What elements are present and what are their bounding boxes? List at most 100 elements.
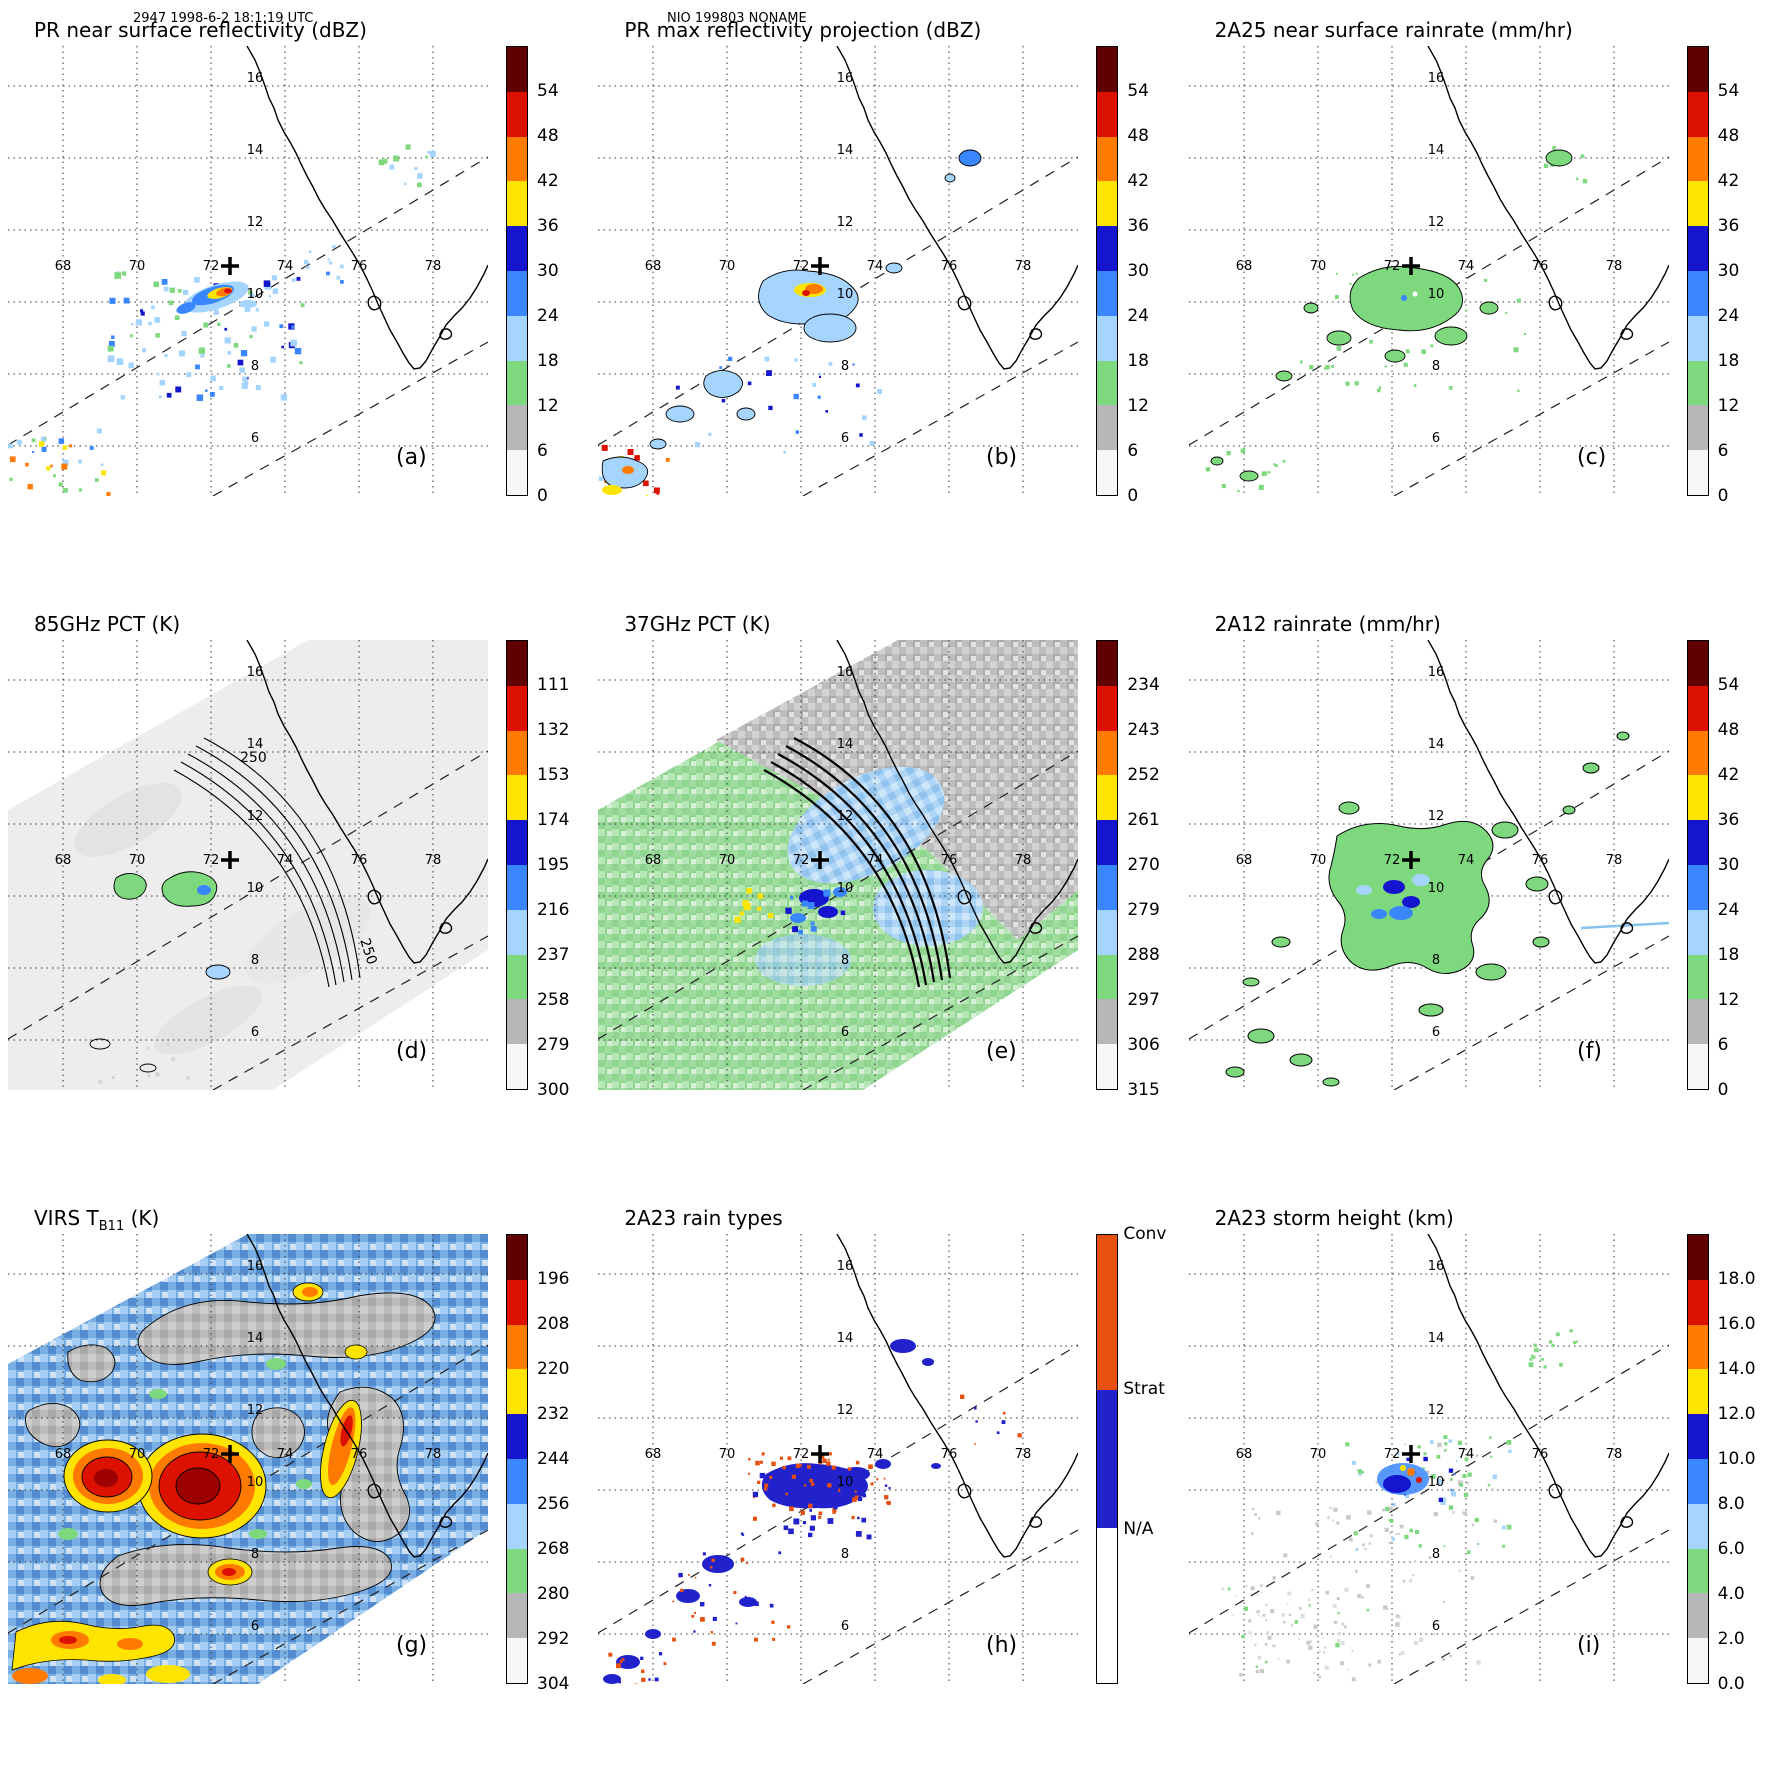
panel-letter: (f): [1577, 1039, 1602, 1064]
storm-height-core: [1377, 1463, 1429, 1495]
lat-label: 6: [251, 1025, 259, 1040]
lon-label: 76: [941, 259, 958, 274]
lat-label: 14: [247, 737, 264, 752]
colorbar-tick-label: 6: [1127, 441, 1138, 461]
colorbar-segment: [507, 999, 527, 1044]
colorbar-segment: [507, 1325, 527, 1370]
lon-label: 76: [351, 853, 368, 868]
lat-label: 6: [841, 1619, 849, 1634]
colorbar-segment: [507, 1414, 527, 1459]
colorbar-tick-label: 36: [537, 216, 559, 236]
colorbar-bar: [1687, 640, 1709, 1090]
lon-label: 78: [1605, 259, 1622, 274]
panel-letter: (e): [986, 1039, 1017, 1064]
lon-label: 78: [1605, 1447, 1622, 1462]
colorbar-tick-label: 48: [1127, 126, 1149, 146]
coastline: [837, 46, 1078, 369]
colorbar-tick-label: 292: [537, 1629, 569, 1649]
coast-lake: [1549, 1484, 1562, 1498]
colorbar-segment: [1097, 865, 1117, 910]
panel-d-title: 85GHz PCT (K): [34, 612, 180, 640]
colorbar-tick-label: 24: [1718, 900, 1740, 920]
lat-label: 8: [1432, 1547, 1440, 1562]
colorbar-tick-label: 0: [1718, 486, 1729, 506]
colorbar-segment: [1097, 820, 1117, 865]
lat-label: 8: [841, 953, 849, 968]
colorbar-segment: [1688, 1504, 1708, 1549]
colorbar-tick-label: 12: [537, 396, 559, 416]
panel-a-title: PR near surface reflectivity (dBZ): [34, 18, 367, 46]
lon-label: 74: [867, 1447, 884, 1462]
colorbar-segment: [507, 226, 527, 271]
colorbar-tick-label: 6: [537, 441, 548, 461]
grid-lines: [8, 46, 488, 496]
colorbar-tick-label: 24: [1127, 306, 1149, 326]
lat-label: 6: [1432, 1619, 1440, 1634]
lat-label: 6: [1432, 1025, 1440, 1040]
colorbar-tick-label: 279: [537, 1035, 569, 1055]
colorbar-segment: [1688, 686, 1708, 731]
lat-label: 12: [247, 809, 264, 824]
lat-label: 14: [1427, 737, 1444, 752]
colorbar-tick-label: 300: [537, 1080, 569, 1100]
colorbar-tick-label: 153: [537, 765, 569, 785]
colorbar-segment: [507, 361, 527, 406]
lat-label: 14: [1427, 1331, 1444, 1346]
panel-e: 37GHz PCT (K): [590, 600, 1180, 1194]
lat-label: 16: [1427, 71, 1444, 86]
colorbar-tick-label: 216: [537, 900, 569, 920]
panel-letter: (i): [1577, 1633, 1600, 1658]
colorbar-tick-label: 256: [537, 1494, 569, 1514]
lon-label: 72: [203, 853, 220, 868]
colorbar-tick-label: 12: [1718, 990, 1740, 1010]
lon-label: 72: [793, 1447, 810, 1462]
colorbar-segment: [1097, 731, 1117, 776]
lat-label: 14: [837, 143, 854, 158]
colorbar-tick-label: 111: [537, 675, 569, 695]
colorbar-segment: [1688, 181, 1708, 226]
lon-label: 78: [1605, 853, 1622, 868]
colorbar-tick-label: 42: [1718, 765, 1740, 785]
colorbar-tick-label: 18.0: [1718, 1269, 1756, 1289]
grid-lines: [598, 1234, 1078, 1684]
lat-label: 12: [837, 809, 854, 824]
colorbar-segment: [1688, 1414, 1708, 1459]
colorbar-tick-label: 174: [537, 810, 569, 830]
colorbar-segment: [507, 316, 527, 361]
panel-d: 85GHz PCT (K): [0, 600, 590, 1194]
colorbar-segment: [1097, 1390, 1117, 1529]
colorbar-tick-label: 315: [1127, 1080, 1159, 1100]
colorbar-tick-label: 6: [1718, 441, 1729, 461]
coast-lake: [959, 1484, 972, 1498]
panel-letter: (b): [986, 445, 1017, 470]
lat-label: 12: [837, 215, 854, 230]
lat-label: 6: [251, 1619, 259, 1634]
colorbar-tick-label: 196: [537, 1269, 569, 1289]
colorbar-segment: [507, 1459, 527, 1504]
panel-letter: (h): [986, 1633, 1017, 1658]
colorbar-tick-label: 48: [1718, 720, 1740, 740]
coastline: [1428, 1234, 1669, 1557]
grid-lines: [598, 46, 1078, 496]
colorbar-tick-label: 4.0: [1718, 1584, 1745, 1604]
colorbar-segment: [507, 1044, 527, 1089]
colorbar-segment: [507, 1504, 527, 1549]
colorbar-tick-label: 243: [1127, 720, 1159, 740]
panel-b: PR max reflectivity projection (dBZ): [590, 6, 1180, 600]
colorbar-segment: [1097, 775, 1117, 820]
colorbar-tick-label: 304: [537, 1674, 569, 1694]
colorbar-bar: [506, 1234, 528, 1684]
lat-label: 14: [247, 143, 264, 158]
colorbar-bar: [1096, 640, 1118, 1090]
lon-label: 68: [645, 259, 662, 274]
colorbar-tick-label: 18: [1718, 945, 1740, 965]
coast-lake: [368, 296, 381, 310]
lat-label: 12: [247, 215, 264, 230]
